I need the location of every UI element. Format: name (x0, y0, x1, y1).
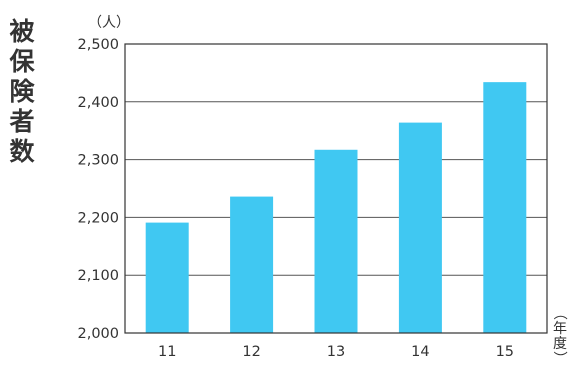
x-axis-unit-char: ） (551, 351, 567, 365)
y-tick-label: 2,000 (77, 326, 119, 342)
plot-border (124, 43, 548, 334)
bar (314, 149, 358, 333)
chart-title-char: 険 (9, 77, 35, 106)
x-tick-label: 13 (327, 344, 345, 360)
chart-title-char: 保 (8, 47, 35, 76)
y-tick-label: 2,400 (77, 95, 119, 111)
bar (145, 222, 189, 333)
chart-title-char: 被 (9, 17, 34, 46)
y-tick-label: 2,300 (77, 153, 119, 169)
plot-frame (124, 43, 548, 334)
chart-title-char: 者 (9, 107, 34, 136)
x-tick-label: 12 (242, 344, 260, 360)
x-axis-unit-label: （年度） (551, 306, 567, 365)
x-tick-label: 15 (496, 344, 514, 360)
y-axis-unit-label: （人） (88, 15, 130, 31)
bars (145, 82, 527, 333)
bar (398, 122, 442, 333)
chart-title-char: 数 (9, 137, 35, 166)
bar (230, 196, 274, 333)
bar (483, 82, 527, 333)
y-tick-label: 2,200 (77, 210, 119, 226)
x-tick-labels: 11 12 13 14 15 (158, 344, 514, 360)
y-tick-label: 2,500 (77, 37, 119, 53)
x-tick-label: 11 (158, 344, 176, 360)
x-axis-unit-char: （ (551, 306, 567, 320)
x-tick-label: 14 (411, 344, 429, 360)
x-axis-unit-char: 度 (553, 336, 567, 352)
y-tick-label: 2,100 (77, 268, 119, 284)
x-axis-unit-char: 年 (553, 321, 567, 337)
y-tick-labels: 2,000 2,100 2,200 2,300 2,400 2,500 (77, 37, 119, 342)
